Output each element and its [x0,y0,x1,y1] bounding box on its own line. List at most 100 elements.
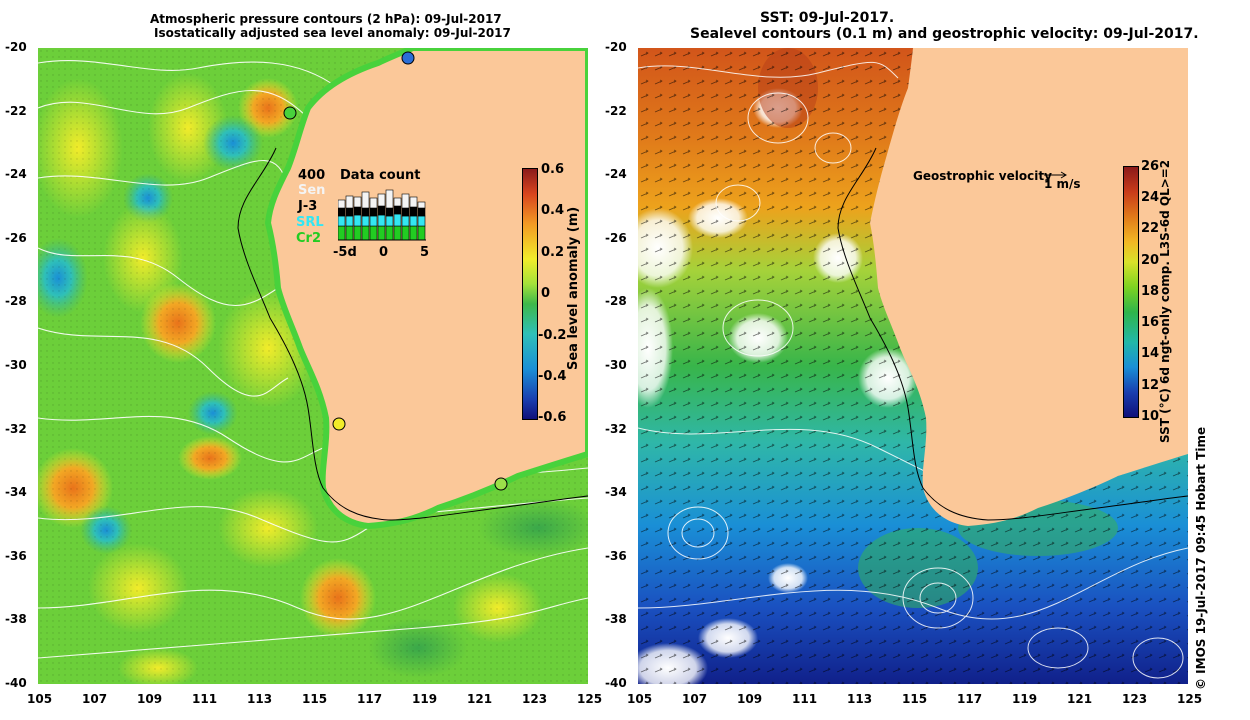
sst-colorbar-tick: 26 [1141,159,1160,174]
sst-colorbar-label: SST (°C) 6d ngt-only comp. L3S-6d QL>=2 [1158,159,1172,443]
lon-tick-label: 125 [1177,692,1203,706]
lat-tick-label: -40 [5,676,27,690]
sst-colorbar-tick: 22 [1141,221,1160,236]
lon-tick-label: 121 [1067,692,1093,706]
sla-colorbar-tick: 0.6 [541,162,565,177]
lat-tick-label: -26 [5,230,27,245]
lon-tick-label: 109 [137,692,163,706]
lat-tick-label: -20 [5,40,27,54]
data-count-bar [338,199,346,209]
data-count-bar [417,215,426,227]
tide-gauge-marker [283,106,297,120]
data-count-bar [377,214,386,227]
lat-tick-label: -22 [605,103,627,118]
lon-tick-label: 119 [412,692,438,706]
left-title-line1: Atmospheric pressure contours (2 hPa): 0… [150,12,502,26]
data-count-bar [409,196,418,208]
data-count-xtick: -5d [333,245,357,260]
lat-tick-label: -34 [605,485,627,500]
data-count-title: Data count [340,168,421,183]
data-count-bar [353,214,362,227]
velocity-legend-unit: 1 m/s [1044,177,1081,191]
lon-tick-label: 107 [82,692,108,706]
data-count-bar [377,193,386,207]
data-count-bar [401,193,410,209]
lat-tick-label: -24 [605,167,627,182]
data-count-bar [409,225,418,241]
data-count-bar [338,225,346,241]
data-count-bar [338,207,346,217]
data-count-bar [345,225,354,241]
tide-gauge-marker [332,417,346,431]
lat-tick-label: -30 [5,358,27,372]
data-count-xtick: 5 [420,245,430,260]
lon-tick-label: 111 [792,692,818,706]
right-title-line1: SST: 09-Jul-2017. [760,10,895,26]
data-count-bar [409,206,418,217]
lat-tick-label: -28 [605,294,627,309]
shelf-contour [237,147,588,521]
data-count-bar [385,215,394,227]
data-count-bar [361,225,370,241]
lon-tick-label: 123 [1122,692,1148,706]
sla-colorbar-tick: -0.6 [538,410,567,425]
data-count-bar [385,189,394,209]
data-count-bar [369,207,378,217]
sst-colorbar-tick: 14 [1141,346,1160,361]
data-count-bar [409,215,418,227]
lon-tick-label: 113 [247,692,273,706]
lon-tick-label: 111 [192,692,218,706]
data-count-bar [393,225,402,241]
tide-gauge-marker [494,477,508,491]
sla-colorbar-tick: -0.4 [538,369,567,384]
data-count-histogram [338,189,426,241]
data-count-bar [377,205,386,216]
data-count-bar [369,225,378,241]
lat-tick-label: -36 [605,548,627,563]
data-count-legend-sen: Sen [298,183,326,198]
data-count-legend-j3: J-3 [298,199,318,214]
data-count-bar [377,225,386,241]
lat-tick-label: -38 [5,612,27,627]
data-count-bar [401,225,410,241]
lat-tick-label: -30 [605,358,627,372]
lon-tick-label: 115 [902,692,928,706]
left-title-line2: Isostatically adjusted sea level anomaly… [154,26,511,40]
lon-tick-label: 113 [847,692,873,706]
data-count-xtick: 0 [379,245,389,260]
data-count-bar [393,197,402,207]
australia-landmass [264,48,588,530]
data-count-scale: 400 [298,168,326,183]
right-title-line2: Sealevel contours (0.1 m) and geostrophi… [690,26,1199,42]
data-count-bar [393,213,402,227]
data-count-legend-cr2: Cr2 [296,231,321,246]
data-count-bar [393,205,402,215]
lon-tick-label: 117 [357,692,383,706]
data-count-bar [417,201,426,209]
sst-colorbar-tick: 18 [1141,284,1160,299]
australia-landmass-sst [870,48,1188,526]
lat-tick-label: -32 [5,421,27,436]
lon-tick-label: 123 [522,692,548,706]
data-count-bar [353,196,362,208]
sst-colorbar-tick: 20 [1141,253,1160,268]
sla-map [38,48,588,684]
lon-tick-label: 125 [577,692,603,706]
lat-tick-label: -26 [605,230,627,245]
sst-colorbar-tick: 12 [1141,378,1160,393]
lat-tick-label: -28 [5,294,27,309]
data-count-bar [417,207,426,217]
sla-colorbar-tick: 0.2 [541,245,565,260]
data-count-bar [417,225,426,241]
lat-tick-label: -34 [5,485,27,500]
tide-gauge-marker [401,51,415,65]
data-count-bar [361,215,370,227]
data-count-bar [345,215,354,227]
data-count-bar [338,215,346,227]
data-count-bar [385,207,394,217]
lon-tick-label: 105 [27,692,53,706]
lon-tick-label: 121 [467,692,493,706]
sst-map [638,48,1188,684]
lat-tick-label: -40 [605,676,627,690]
sst-colorbar-tick: 16 [1141,315,1160,330]
